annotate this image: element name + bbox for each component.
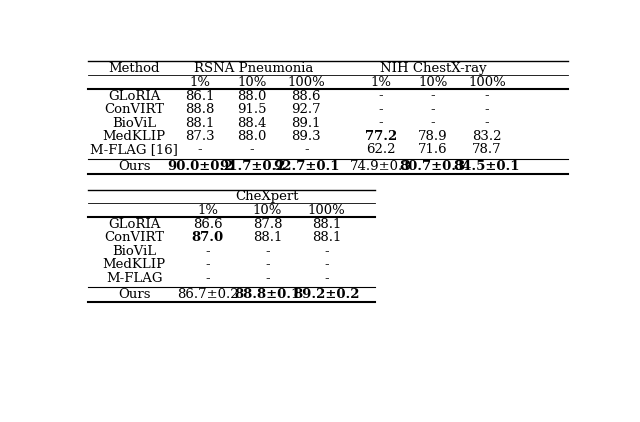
Text: GLoRIA: GLoRIA — [108, 218, 161, 231]
Text: 87.8: 87.8 — [253, 218, 282, 231]
Text: 88.6: 88.6 — [292, 89, 321, 103]
Text: 89.3: 89.3 — [291, 130, 321, 143]
Text: 87.0: 87.0 — [192, 231, 224, 244]
Text: 80.7±0.3: 80.7±0.3 — [399, 160, 466, 173]
Text: 74.9±0.3: 74.9±0.3 — [350, 160, 412, 173]
Text: 91.7±0.2: 91.7±0.2 — [219, 160, 285, 173]
Text: 86.7±0.2: 86.7±0.2 — [177, 288, 239, 301]
Text: 71.6: 71.6 — [418, 143, 447, 157]
Text: -: - — [205, 258, 210, 271]
Text: RSNA Pneumonia: RSNA Pneumonia — [193, 62, 313, 75]
Text: -: - — [378, 103, 383, 116]
Text: 100%: 100% — [308, 204, 346, 217]
Text: GLoRIA: GLoRIA — [108, 89, 161, 103]
Text: 10%: 10% — [237, 76, 267, 89]
Text: 88.1: 88.1 — [312, 231, 341, 244]
Text: 86.6: 86.6 — [193, 218, 223, 231]
Text: -: - — [324, 245, 329, 258]
Text: 90.0±0.2: 90.0±0.2 — [167, 160, 234, 173]
Text: -: - — [265, 258, 270, 271]
Text: MedKLIP: MedKLIP — [102, 130, 166, 143]
Text: Ours: Ours — [118, 160, 150, 173]
Text: -: - — [324, 272, 329, 285]
Text: 10%: 10% — [253, 204, 282, 217]
Text: -: - — [250, 143, 254, 157]
Text: BioViL: BioViL — [112, 116, 156, 130]
Text: 1%: 1% — [197, 204, 218, 217]
Text: 89.1: 89.1 — [292, 116, 321, 130]
Text: ConVIRT: ConVIRT — [104, 103, 164, 116]
Text: 84.5±0.1: 84.5±0.1 — [454, 160, 520, 173]
Text: 88.1: 88.1 — [253, 231, 282, 244]
Text: -: - — [484, 103, 489, 116]
Text: -: - — [430, 103, 435, 116]
Text: -: - — [430, 89, 435, 103]
Text: 88.0: 88.0 — [237, 89, 267, 103]
Text: 91.5: 91.5 — [237, 103, 267, 116]
Text: M-FLAG: M-FLAG — [106, 272, 163, 285]
Text: 100%: 100% — [287, 76, 325, 89]
Text: -: - — [205, 272, 210, 285]
Text: 88.1: 88.1 — [186, 116, 215, 130]
Text: 1%: 1% — [189, 76, 211, 89]
Text: 77.2: 77.2 — [365, 130, 397, 143]
Text: -: - — [484, 116, 489, 130]
Text: 78.7: 78.7 — [472, 143, 502, 157]
Text: 87.3: 87.3 — [186, 130, 215, 143]
Text: 88.8: 88.8 — [186, 103, 215, 116]
Text: -: - — [430, 116, 435, 130]
Text: 83.2: 83.2 — [472, 130, 502, 143]
Text: 78.9: 78.9 — [418, 130, 447, 143]
Text: -: - — [378, 116, 383, 130]
Text: -: - — [205, 245, 210, 258]
Text: -: - — [378, 89, 383, 103]
Text: -: - — [304, 143, 308, 157]
Text: 1%: 1% — [370, 76, 391, 89]
Text: BioViL: BioViL — [112, 245, 156, 258]
Text: -: - — [324, 258, 329, 271]
Text: 10%: 10% — [418, 76, 447, 89]
Text: MedKLIP: MedKLIP — [102, 258, 166, 271]
Text: NIH ChestX-ray: NIH ChestX-ray — [380, 62, 487, 75]
Text: -: - — [265, 245, 270, 258]
Text: 92.7±0.1: 92.7±0.1 — [273, 160, 340, 173]
Text: Ours: Ours — [118, 288, 150, 301]
Text: CheXpert: CheXpert — [236, 190, 299, 203]
Text: -: - — [198, 143, 202, 157]
Text: -: - — [484, 89, 489, 103]
Text: 88.0: 88.0 — [237, 130, 267, 143]
Text: 88.1: 88.1 — [312, 218, 341, 231]
Text: 88.8±0.1: 88.8±0.1 — [234, 288, 301, 301]
Text: 62.2: 62.2 — [366, 143, 396, 157]
Text: -: - — [265, 272, 270, 285]
Text: M-FLAG [16]: M-FLAG [16] — [90, 143, 178, 157]
Text: 92.7: 92.7 — [291, 103, 321, 116]
Text: Method: Method — [109, 62, 160, 75]
Text: 100%: 100% — [468, 76, 506, 89]
Text: 89.2±0.2: 89.2±0.2 — [293, 288, 360, 301]
Text: ConVIRT: ConVIRT — [104, 231, 164, 244]
Text: 88.4: 88.4 — [237, 116, 267, 130]
Text: 86.1: 86.1 — [186, 89, 215, 103]
